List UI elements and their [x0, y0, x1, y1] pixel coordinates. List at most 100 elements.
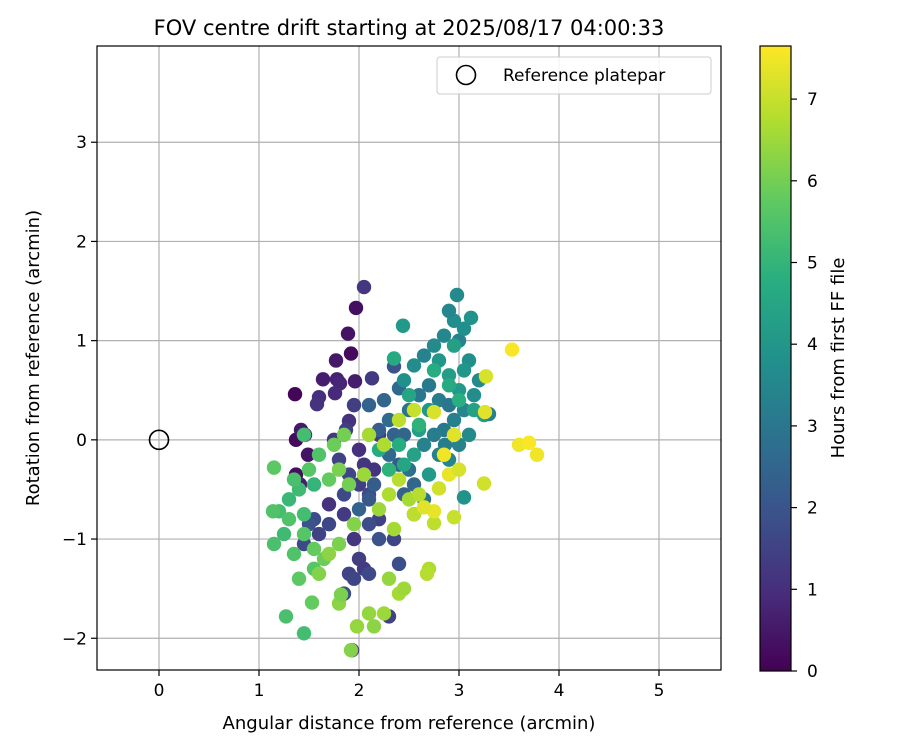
data-point	[391, 556, 407, 572]
y-tick-label: −2	[62, 629, 87, 649]
x-tick-label: 4	[554, 681, 565, 701]
x-axis-label: Angular distance from reference (arcmin)	[223, 713, 596, 734]
data-point	[449, 287, 465, 303]
data-point	[386, 521, 402, 537]
legend-open-circle-icon	[455, 64, 477, 86]
data-point	[349, 619, 365, 634]
y-tick-label: 3	[76, 133, 87, 153]
colorbar-tick-label: 0	[807, 662, 818, 682]
data-point	[466, 388, 482, 403]
data-point	[476, 476, 492, 491]
data-point	[321, 516, 337, 532]
data-point	[446, 412, 462, 428]
data-point	[426, 363, 442, 378]
data-point	[346, 571, 362, 586]
data-point	[311, 526, 327, 542]
data-point	[376, 606, 392, 621]
data-point	[311, 447, 327, 462]
data-point	[361, 566, 377, 581]
data-point	[529, 447, 545, 462]
data-point	[436, 328, 452, 343]
data-point	[396, 373, 412, 388]
data-point	[441, 378, 457, 393]
data-point	[346, 531, 362, 547]
colorbar-tick-label: 6	[807, 172, 818, 192]
data-point	[306, 541, 322, 557]
data-point	[396, 581, 412, 596]
data-point	[296, 507, 312, 522]
data-point	[456, 321, 472, 336]
data-point	[356, 279, 372, 295]
data-point	[396, 457, 412, 472]
data-point	[406, 507, 422, 522]
data-point	[411, 417, 427, 433]
data-point	[361, 492, 377, 507]
data-point	[296, 526, 312, 542]
data-point	[426, 404, 442, 420]
x-tick-label: 2	[354, 681, 365, 701]
data-point	[304, 595, 320, 610]
colorbar-label: Hours from first FF file	[828, 258, 849, 459]
y-axis-label: Rotation from reference (arcmin)	[23, 210, 44, 506]
colorbar-tick-label: 1	[807, 580, 818, 600]
data-point	[336, 427, 352, 443]
data-point	[463, 310, 479, 326]
y-tick-label: 0	[76, 431, 87, 451]
data-point	[333, 587, 349, 602]
data-point	[286, 546, 302, 562]
data-point	[421, 467, 437, 482]
x-tick-label: 3	[454, 681, 465, 701]
data-point	[381, 462, 397, 477]
data-point	[411, 487, 427, 502]
data-point	[296, 626, 312, 641]
data-point	[386, 351, 402, 366]
data-point	[296, 427, 312, 443]
data-point	[426, 427, 442, 443]
data-point	[309, 396, 325, 412]
colorbar-ticks: 0 1 2 3 4 5 6 7	[791, 90, 818, 682]
data-point	[371, 502, 387, 517]
data-point	[381, 571, 397, 586]
data-point	[401, 388, 417, 403]
data-point	[406, 358, 422, 373]
data-point	[278, 609, 294, 624]
data-point	[446, 510, 462, 525]
data-point	[321, 497, 337, 512]
data-point	[347, 374, 363, 389]
data-point	[351, 442, 367, 457]
data-point	[328, 353, 344, 368]
data-point	[406, 402, 422, 418]
colorbar-tick-label: 7	[807, 90, 818, 110]
data-point	[478, 369, 494, 384]
chart-title: FOV centre drift starting at 2025/08/17 …	[154, 16, 665, 40]
data-point	[331, 462, 347, 477]
data-point	[441, 303, 457, 319]
data-point	[343, 346, 359, 361]
data-point	[366, 619, 382, 634]
data-point	[301, 462, 317, 477]
reference-point	[148, 429, 170, 451]
data-point	[361, 606, 377, 621]
reference-marker	[148, 429, 170, 451]
data-point	[281, 492, 297, 507]
data-point	[376, 437, 392, 453]
data-point	[311, 566, 327, 581]
colorbar-tick-label: 2	[807, 499, 818, 519]
data-point	[336, 507, 352, 522]
data-point	[386, 531, 402, 547]
data-point	[421, 378, 437, 393]
data-point	[326, 437, 342, 453]
data-point	[351, 502, 367, 517]
colorbar: 0 1 2 3 4 5 6 7 Hours from first FF file	[759, 45, 849, 682]
data-point	[341, 477, 357, 492]
data-point	[419, 566, 435, 581]
data-point	[461, 427, 477, 443]
data-point	[446, 427, 462, 443]
x-tick-label: 0	[154, 681, 165, 701]
data-point	[391, 412, 407, 428]
colorbar-tick-label: 5	[807, 254, 818, 274]
data-point	[300, 447, 316, 462]
data-point	[436, 447, 452, 462]
data-point	[321, 472, 337, 487]
data-point	[431, 481, 447, 496]
